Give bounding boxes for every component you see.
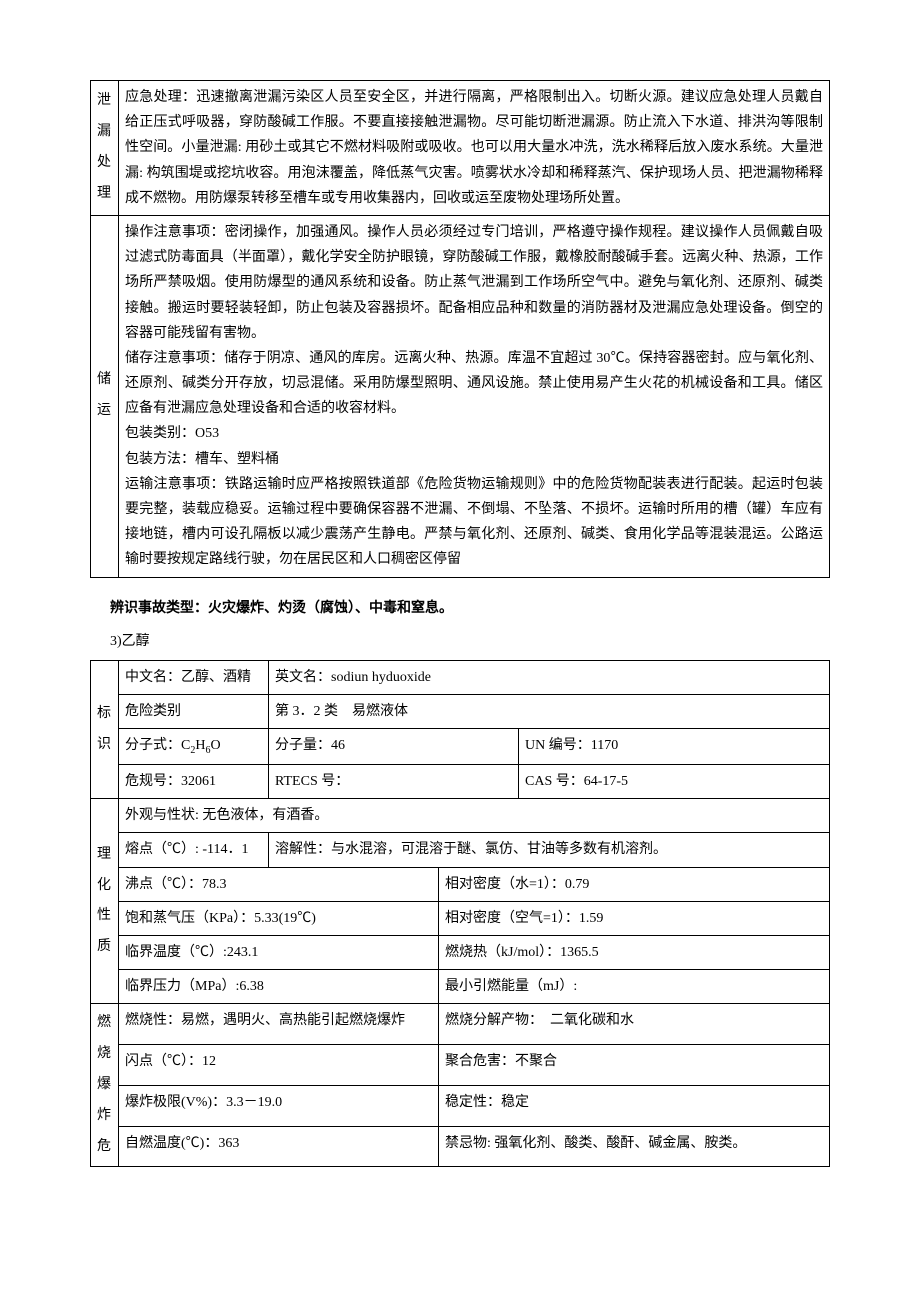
table-row: 沸点（℃）：78.3 相对密度（水=1）：0.79	[91, 867, 830, 901]
cell-flammability: 燃烧性：易燃，遇明火、高热能引起燃烧爆炸	[119, 1004, 439, 1045]
cell-hazard-code: 危规号：32061	[119, 765, 269, 799]
cell-critical-temp: 临界温度（℃）:243.1	[119, 936, 439, 970]
table-row: 熔点（℃）: -114．1 溶解性：与水混溶，可混溶于醚、氯仿、甘油等多数有机溶…	[91, 833, 830, 867]
content-leak: 应急处理：迅速撤离泄漏污染区人员至安全区，并进行隔离，严格限制出入。切断火源。建…	[119, 81, 830, 216]
cell-stability: 稳定性：稳定	[439, 1085, 830, 1126]
label-storage: 储 运	[91, 215, 119, 577]
cell-hazard-class-label: 危险类别	[119, 695, 269, 729]
cell-solubility: 溶解性：与水混溶，可混溶于醚、氯仿、甘油等多数有机溶剂。	[269, 833, 830, 867]
cell-polymerization: 聚合危害：不聚合	[439, 1045, 830, 1086]
table-row: 闪点（℃）：12 聚合危害：不聚合	[91, 1045, 830, 1086]
table-ethanol-properties: 标识 中文名：乙醇、酒精 英文名：sodiun hyduoxide 危险类别 第…	[90, 660, 830, 1167]
table-row: 临界压力（MPa）:6.38 最小引燃能量（mJ）:	[91, 970, 830, 1004]
table-row: 危险类别 第 3．2 类 易燃液体	[91, 695, 830, 729]
cell-min-ignition-energy: 最小引燃能量（mJ）:	[439, 970, 830, 1004]
cell-decomp-products: 燃烧分解产物： 二氧化碳和水	[439, 1004, 830, 1045]
cell-flash-point: 闪点（℃）：12	[119, 1045, 439, 1086]
table-row: 自燃温度(℃)：363 禁忌物: 强氧化剂、酸类、酸酐、碱金属、胺类。	[91, 1126, 830, 1167]
cell-vapor-pressure: 饱和蒸气压（KPa）：5.33(19℃)	[119, 901, 439, 935]
cell-melting-point: 熔点（℃）: -114．1	[119, 833, 269, 867]
label-combustion: 燃烧爆炸危	[91, 1004, 119, 1167]
cell-hazard-class-value: 第 3．2 类 易燃液体	[269, 695, 830, 729]
cell-cas: CAS 号：64-17-5	[519, 765, 830, 799]
accident-type-heading: 辨识事故类型：火灾爆炸、灼烫（腐蚀）、中毒和窒息。	[110, 596, 830, 621]
cell-combustion-heat: 燃烧热（kJ/mol）：1365.5	[439, 936, 830, 970]
table-row: 理化性质 外观与性状: 无色液体，有酒香。	[91, 799, 830, 833]
cell-incompatible: 禁忌物: 强氧化剂、酸类、酸酐、碱金属、胺类。	[439, 1126, 830, 1167]
sub-heading-ethanol: 3)乙醇	[110, 629, 830, 654]
table-row: 饱和蒸气压（KPa）：5.33(19℃) 相对密度（空气=1）：1.59	[91, 901, 830, 935]
label-physchem: 理化性质	[91, 799, 119, 1004]
cell-critical-pressure: 临界压力（MPa）:6.38	[119, 970, 439, 1004]
row-storage-transport: 储 运 操作注意事项：密闭操作，加强通风。操作人员必须经过专门培训，严格遵守操作…	[91, 215, 830, 577]
cell-formula: 分子式：C2H6O	[119, 729, 269, 765]
table-row: 临界温度（℃）:243.1 燃烧热（kJ/mol）：1365.5	[91, 936, 830, 970]
cell-mol-weight: 分子量：46	[269, 729, 519, 765]
cell-boiling-point: 沸点（℃）：78.3	[119, 867, 439, 901]
label-leak: 泄漏处理	[91, 81, 119, 216]
cell-explosion-limit: 爆炸极限(V%)：3.3－19.0	[119, 1085, 439, 1126]
table-row: 分子式：C2H6O 分子量：46 UN 编号：1170	[91, 729, 830, 765]
cell-rel-density-water: 相对密度（水=1）：0.79	[439, 867, 830, 901]
table-hazard-handling: 泄漏处理 应急处理：迅速撤离泄漏污染区人员至安全区，并进行隔离，严格限制出入。切…	[90, 80, 830, 578]
cell-rel-density-air: 相对密度（空气=1）：1.59	[439, 901, 830, 935]
cell-appearance: 外观与性状: 无色液体，有酒香。	[119, 799, 830, 833]
content-storage: 操作注意事项：密闭操作，加强通风。操作人员必须经过专门培训，严格遵守操作规程。建…	[119, 215, 830, 577]
label-identification: 标识	[91, 660, 119, 798]
table-row: 标识 中文名：乙醇、酒精 英文名：sodiun hyduoxide	[91, 660, 830, 694]
table-row: 爆炸极限(V%)：3.3－19.0 稳定性：稳定	[91, 1085, 830, 1126]
cell-autoignition-temp: 自燃温度(℃)：363	[119, 1126, 439, 1167]
cell-rtecs: RTECS 号：	[269, 765, 519, 799]
cell-chinese-name: 中文名：乙醇、酒精	[119, 660, 269, 694]
cell-english-name: 英文名：sodiun hyduoxide	[269, 660, 830, 694]
row-leak-handling: 泄漏处理 应急处理：迅速撤离泄漏污染区人员至安全区，并进行隔离，严格限制出入。切…	[91, 81, 830, 216]
table-row: 危规号：32061 RTECS 号： CAS 号：64-17-5	[91, 765, 830, 799]
table-row: 燃烧爆炸危 燃烧性：易燃，遇明火、高热能引起燃烧爆炸 燃烧分解产物： 二氧化碳和…	[91, 1004, 830, 1045]
cell-un-number: UN 编号：1170	[519, 729, 830, 765]
